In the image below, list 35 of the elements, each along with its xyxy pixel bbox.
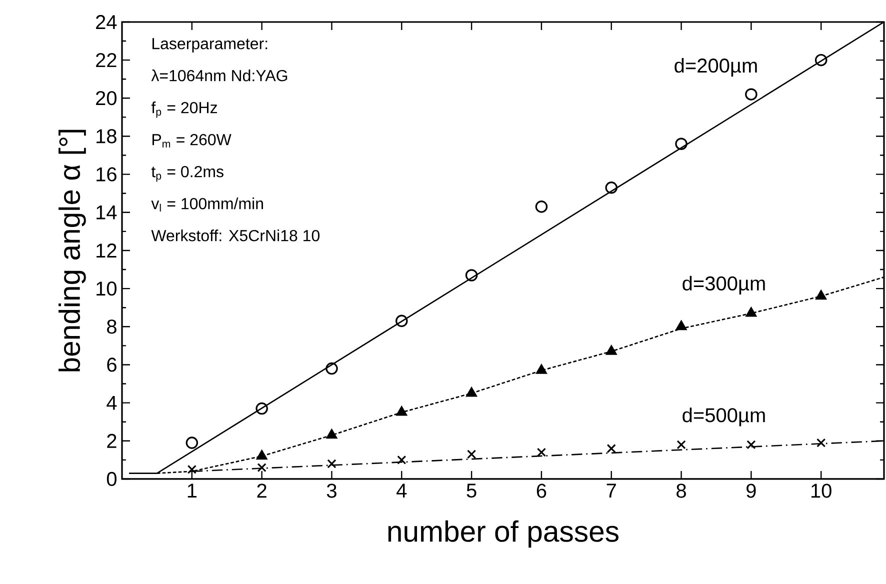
annotation: t$_{p}$ = 0.2ms [151,166,224,182]
x-tick-label: 9 [746,484,756,498]
x-tick-label: 7 [606,484,616,498]
series-label: d=200µm [674,58,757,77]
y-tick-label: 12 [96,244,116,258]
annotation: Laserparameter: [152,38,268,52]
annotation: Werkstoff: X5CrNi18 10 [151,230,320,242]
y-tick-label: 4 [106,396,117,410]
y-tick-label: 16 [96,167,116,182]
x-tick-label: 8 [676,484,686,498]
y-tick-label: 10 [96,281,116,296]
y-tick-label: 8 [107,320,116,334]
x-tick-label: 3 [326,484,336,498]
y-tick-label: 22 [96,53,116,68]
x-tick-label: 6 [536,484,546,498]
series-label: d=500µm [682,408,765,426]
y-tick-label: 20 [96,91,116,106]
x-tick-label: 10 [811,484,832,498]
y-tick-label: 24 [96,15,117,29]
y-tick-label: 2 [107,434,116,448]
y-tick-label: 14 [96,206,117,220]
y-tick-label: 0 [106,472,116,486]
annotation: f$_{p}$ = 20Hz [151,102,217,118]
y-tick-label: 6 [107,358,116,372]
x-tick-label: 5 [466,484,476,498]
x-tick-label: 2 [257,484,266,498]
annotation: v$_{l}$ = 100mm/min [151,198,263,212]
series-label: d=300µm [682,276,765,294]
x-tick-label: 1 [188,484,196,498]
annotation: λ=1064nm Nd:YAG [151,70,288,82]
x-axis-title: number of passes [388,520,618,548]
y-axis-title: bending angle α [°] [58,130,86,372]
y-tick-label: 18 [96,129,116,144]
x-tick-label: 4 [396,484,407,498]
annotation: P$_{m}$ = 260W [152,134,232,148]
